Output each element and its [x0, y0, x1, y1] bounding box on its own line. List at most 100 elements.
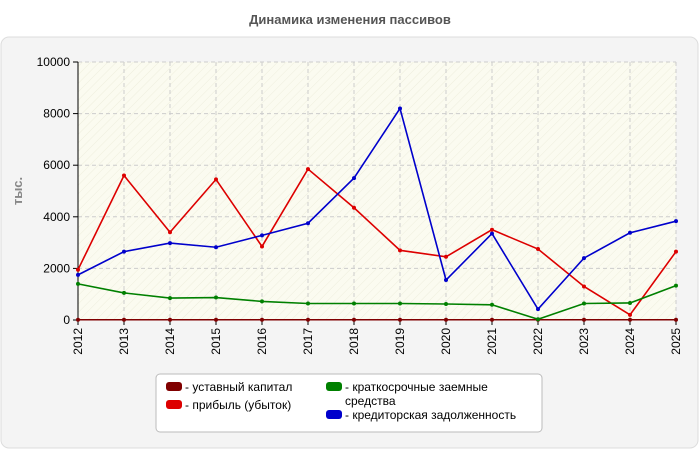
data-point [674, 283, 678, 288]
data-point [214, 245, 218, 250]
x-tick-label: 2015 [209, 328, 223, 355]
data-point [260, 233, 264, 238]
legend-box [155, 373, 543, 433]
data-point [122, 317, 126, 322]
data-point [536, 317, 540, 322]
x-tick-label: 2025 [669, 328, 683, 355]
data-point [582, 301, 586, 306]
data-point [76, 267, 80, 272]
legend-label: - уставный капитал [185, 380, 292, 394]
legend-swatch [166, 400, 182, 409]
axis-ticks: 0 2000 4000 6000 8000 10000 2012 2013 2014 2015 20… [37, 55, 683, 355]
data-point [306, 221, 310, 226]
data-point [628, 300, 632, 305]
data-point [168, 241, 172, 246]
y-tick-label: 2000 [43, 261, 70, 275]
data-point [490, 317, 494, 322]
data-point [352, 301, 356, 306]
data-point [260, 244, 264, 249]
series-line [77, 106, 677, 311]
y-tick-label: 8000 [43, 107, 70, 121]
data-point [628, 312, 632, 317]
legend-swatch [166, 382, 182, 391]
data-point [444, 317, 448, 322]
data-point [214, 295, 218, 300]
data-point [352, 176, 356, 181]
data-point [214, 317, 218, 322]
x-tick-label: 2021 [485, 328, 499, 355]
legend-swatch [326, 410, 342, 419]
data-point [674, 219, 678, 224]
series-2 [76, 167, 678, 317]
x-tick-label: 2018 [347, 328, 361, 355]
data-point [76, 317, 80, 322]
x-tick-label: 2023 [577, 328, 591, 355]
data-point [490, 231, 494, 236]
data-point [398, 248, 402, 253]
series-lines [76, 106, 678, 322]
x-tick-label: 2012 [71, 328, 85, 355]
x-tick-label: 2017 [301, 328, 315, 355]
data-point [76, 272, 80, 277]
data-point [306, 317, 310, 322]
y-tick-label: 6000 [43, 158, 70, 172]
y-tick-label: 10000 [37, 55, 71, 69]
data-point [168, 317, 172, 322]
data-point [260, 317, 264, 322]
data-point [76, 281, 80, 286]
data-point [444, 254, 448, 259]
data-point [628, 317, 632, 322]
data-point [536, 307, 540, 312]
plot-area [78, 62, 676, 320]
series-4 [76, 106, 678, 312]
data-point [214, 177, 218, 182]
data-point [582, 284, 586, 289]
legend-label: - кредиторская задолженность [345, 408, 516, 422]
data-point [582, 317, 586, 322]
data-point [352, 205, 356, 210]
data-point [260, 299, 264, 304]
y-axis-label: тыс. [10, 177, 25, 205]
data-point [306, 167, 310, 172]
y-tick-label: 4000 [43, 210, 70, 224]
data-point [122, 290, 126, 295]
data-point [444, 302, 448, 307]
x-tick-label: 2024 [623, 328, 637, 355]
data-point [352, 317, 356, 322]
gridlines [78, 61, 677, 320]
series-line [77, 167, 677, 316]
x-tick-label: 2019 [393, 328, 407, 355]
data-point [122, 249, 126, 254]
legend-swatch [326, 382, 342, 391]
legend-entries: - уставный капитал - прибыль (убыток) - кр… [166, 380, 516, 422]
series-3 [76, 281, 678, 322]
x-tick-label: 2014 [163, 328, 177, 355]
legend-label: - краткосрочные заемные средства [345, 380, 488, 408]
data-point [490, 227, 494, 232]
x-tick-label: 2016 [255, 328, 269, 355]
data-point [582, 256, 586, 261]
data-point [674, 249, 678, 254]
legend: - уставный капитал - прибыль (убыток) - кр… [155, 373, 543, 433]
data-point [398, 301, 402, 306]
data-point [490, 302, 494, 307]
chart-title: Динамика изменения пассивов [249, 12, 451, 27]
data-point [168, 230, 172, 235]
data-point [444, 278, 448, 283]
data-point [306, 301, 310, 306]
x-tick-label: 2013 [117, 328, 131, 355]
data-point [536, 247, 540, 252]
data-point [674, 317, 678, 322]
data-point [122, 173, 126, 178]
y-tick-label: 0 [63, 313, 70, 327]
legend-label: - прибыль (убыток) [185, 398, 291, 412]
data-point [628, 230, 632, 235]
x-tick-label: 2020 [439, 328, 453, 355]
data-point [398, 317, 402, 322]
series-line [77, 283, 677, 321]
data-point [168, 296, 172, 301]
x-tick-label: 2022 [531, 328, 545, 355]
data-point [398, 106, 402, 111]
